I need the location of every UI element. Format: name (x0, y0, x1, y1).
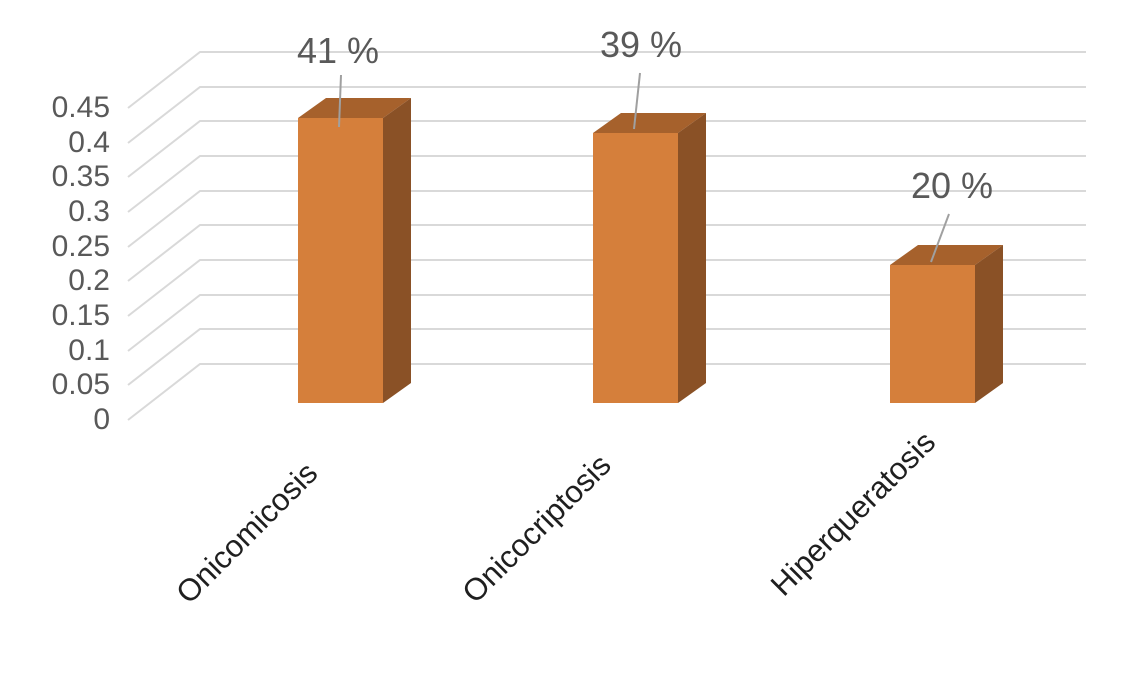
gridline-0.25 (127, 190, 1086, 248)
leader-line-hiperqueratosis (930, 213, 950, 263)
gridline-0.05 (127, 328, 1086, 386)
leader-lines (338, 72, 950, 263)
bar-front-face (593, 133, 678, 403)
bar-front-face (890, 265, 975, 403)
gridline-0.2 (127, 224, 1086, 282)
ytick-label-0.1: 0.1 (68, 334, 110, 367)
ytick-label-0.4: 0.4 (68, 126, 110, 159)
value-label-hiperqueratosis: 20 % (910, 165, 994, 206)
ytick-label-0.2: 0.2 (68, 264, 110, 297)
bar-top-face (298, 98, 411, 118)
gridline-0.15 (127, 259, 1086, 317)
bar-hiperqueratosis (890, 245, 1003, 403)
ytick-label-0: 0 (93, 403, 110, 436)
bar-side-face (975, 245, 1003, 403)
ytick-label-0.45: 0.45 (51, 91, 110, 124)
bar-onicocriptosis (593, 113, 706, 403)
bar-side-face (383, 98, 411, 403)
bar-top-face (890, 245, 1003, 265)
value-label-onicomicosis: 41 % (296, 30, 380, 71)
ytick-label-0.25: 0.25 (51, 230, 110, 263)
gridline-0.3 (127, 155, 1086, 213)
bar-side-face (678, 113, 706, 403)
value-label-onicocriptosis: 39 % (599, 24, 683, 65)
gridline-0.45 (127, 51, 1086, 109)
gridlines (127, 51, 1086, 421)
ytick-label-0.05: 0.05 (51, 368, 110, 401)
gridline-0 (127, 363, 1086, 421)
ytick-label-0.15: 0.15 (51, 299, 110, 332)
gridline-0.1 (127, 294, 1086, 352)
gridline-0.4 (127, 86, 1086, 144)
leader-line-onicocriptosis (633, 72, 641, 130)
bar-onicomicosis (298, 98, 411, 403)
bar-top-face (593, 113, 706, 133)
gridline-0.35 (127, 120, 1086, 178)
ytick-label-0.35: 0.35 (51, 160, 110, 193)
leader-line-onicomicosis (338, 74, 342, 128)
bar-front-face (298, 118, 383, 403)
ytick-label-0.3: 0.3 (68, 195, 110, 228)
